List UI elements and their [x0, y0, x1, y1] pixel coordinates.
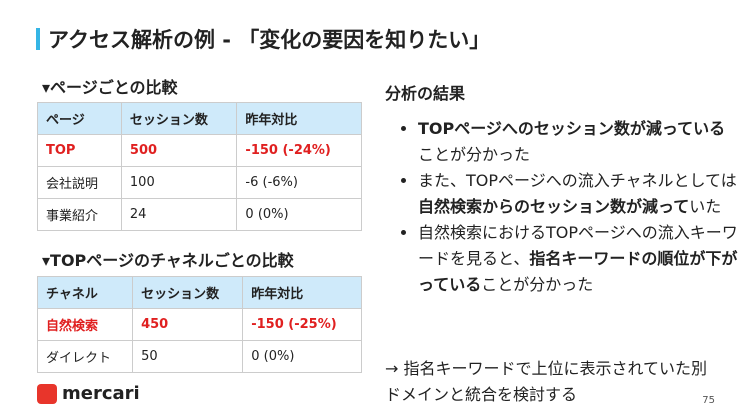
table-cell: TOP — [37, 134, 122, 167]
bullet-list: TOPページへのセッション数が減っていることが分かったまた、TOPページへの流入… — [390, 116, 738, 298]
title: アクセス解析の例 - 「変化の要因を知りたい」 — [48, 28, 491, 52]
table-row: 事業紹介 24 0 (0%) — [37, 198, 362, 231]
table: チャネル セッション数 昨年対比 自然検索 450 -150 (-25%) ダイレクト 50 0… — [36, 276, 362, 373]
column-header: チャネル — [36, 276, 134, 309]
table-cell: 100 — [120, 166, 238, 199]
table-cell: 450 — [132, 308, 244, 341]
column-header: セッション数 — [132, 276, 244, 309]
table-cell: 会社説明 — [37, 166, 122, 199]
table-cell: 24 — [120, 198, 238, 231]
text-segment: いた — [689, 197, 722, 216]
column-header: 昨年対比 — [236, 102, 362, 135]
table-cell: -150 (-24%) — [236, 134, 362, 167]
logo: mercari — [37, 383, 140, 404]
header-row: チャネル セッション数 昨年対比 — [36, 276, 362, 309]
section-heading: ▾TOPページのチャネルごとの比較 — [42, 251, 294, 270]
table-cell: -6 (-6%) — [236, 166, 362, 199]
note: → 指名キーワードで上位に表示されていた別ドメインと統合を検討する — [385, 359, 708, 404]
table: ページ セッション数 昨年対比 TOP 500 -150 (-24%) 会社説明 100 -6 … — [37, 102, 362, 231]
section-heading: ▾ページごとの比較 — [42, 78, 178, 97]
table-cell: 事業紹介 — [37, 198, 122, 231]
table-cell: 500 — [120, 134, 238, 167]
table-row: ダイレクト 50 0 (0%) — [36, 340, 362, 373]
bullet: また、TOPページへの流入チャネルとしては自然検索からのセッション数が減っていた — [418, 168, 738, 220]
text-segment: TOPページへのセッション数が減っている — [418, 119, 726, 138]
bullet: TOPページへのセッション数が減っていることが分かった — [418, 116, 738, 168]
table-cell: 0 (0%) — [236, 198, 362, 231]
page-number: 75 — [702, 395, 715, 406]
header-row: ページ セッション数 昨年対比 — [37, 102, 362, 135]
column-header: ページ — [37, 102, 122, 135]
text-segment: 指名キーワードの順位が下がっている — [418, 249, 738, 294]
table-cell: 50 — [132, 340, 244, 373]
table-cell: -150 (-25%) — [242, 308, 362, 341]
text-segment: ことが分かった — [481, 275, 594, 294]
logo-text: mercari — [62, 383, 140, 404]
table-row: 自然検索 450 -150 (-25%) — [36, 308, 362, 341]
accent-bar — [36, 28, 40, 50]
text-segment: 自然検索からのセッション数が減って — [418, 197, 690, 216]
result-heading: 分析の結果 — [385, 84, 466, 103]
table-cell: 0 (0%) — [242, 340, 362, 373]
text-segment: また、TOPページへの流入チャネルとしては — [418, 171, 737, 190]
column-header: 昨年対比 — [242, 276, 362, 309]
table-row: TOP 500 -150 (-24%) — [37, 134, 362, 167]
column-header: セッション数 — [120, 102, 238, 135]
logo-icon — [37, 383, 57, 404]
text-segment: 自然検索におけるTOPページへの流入キーワードを見ると、 — [418, 223, 738, 268]
text-segment: ことが分かった — [418, 145, 531, 164]
bullet: 自然検索におけるTOPページへの流入キーワードを見ると、指名キーワードの順位が下… — [418, 220, 738, 298]
table-row: 会社説明 100 -6 (-6%) — [37, 166, 362, 199]
table-cell: 自然検索 — [36, 308, 134, 341]
table-cell: ダイレクト — [36, 340, 134, 373]
